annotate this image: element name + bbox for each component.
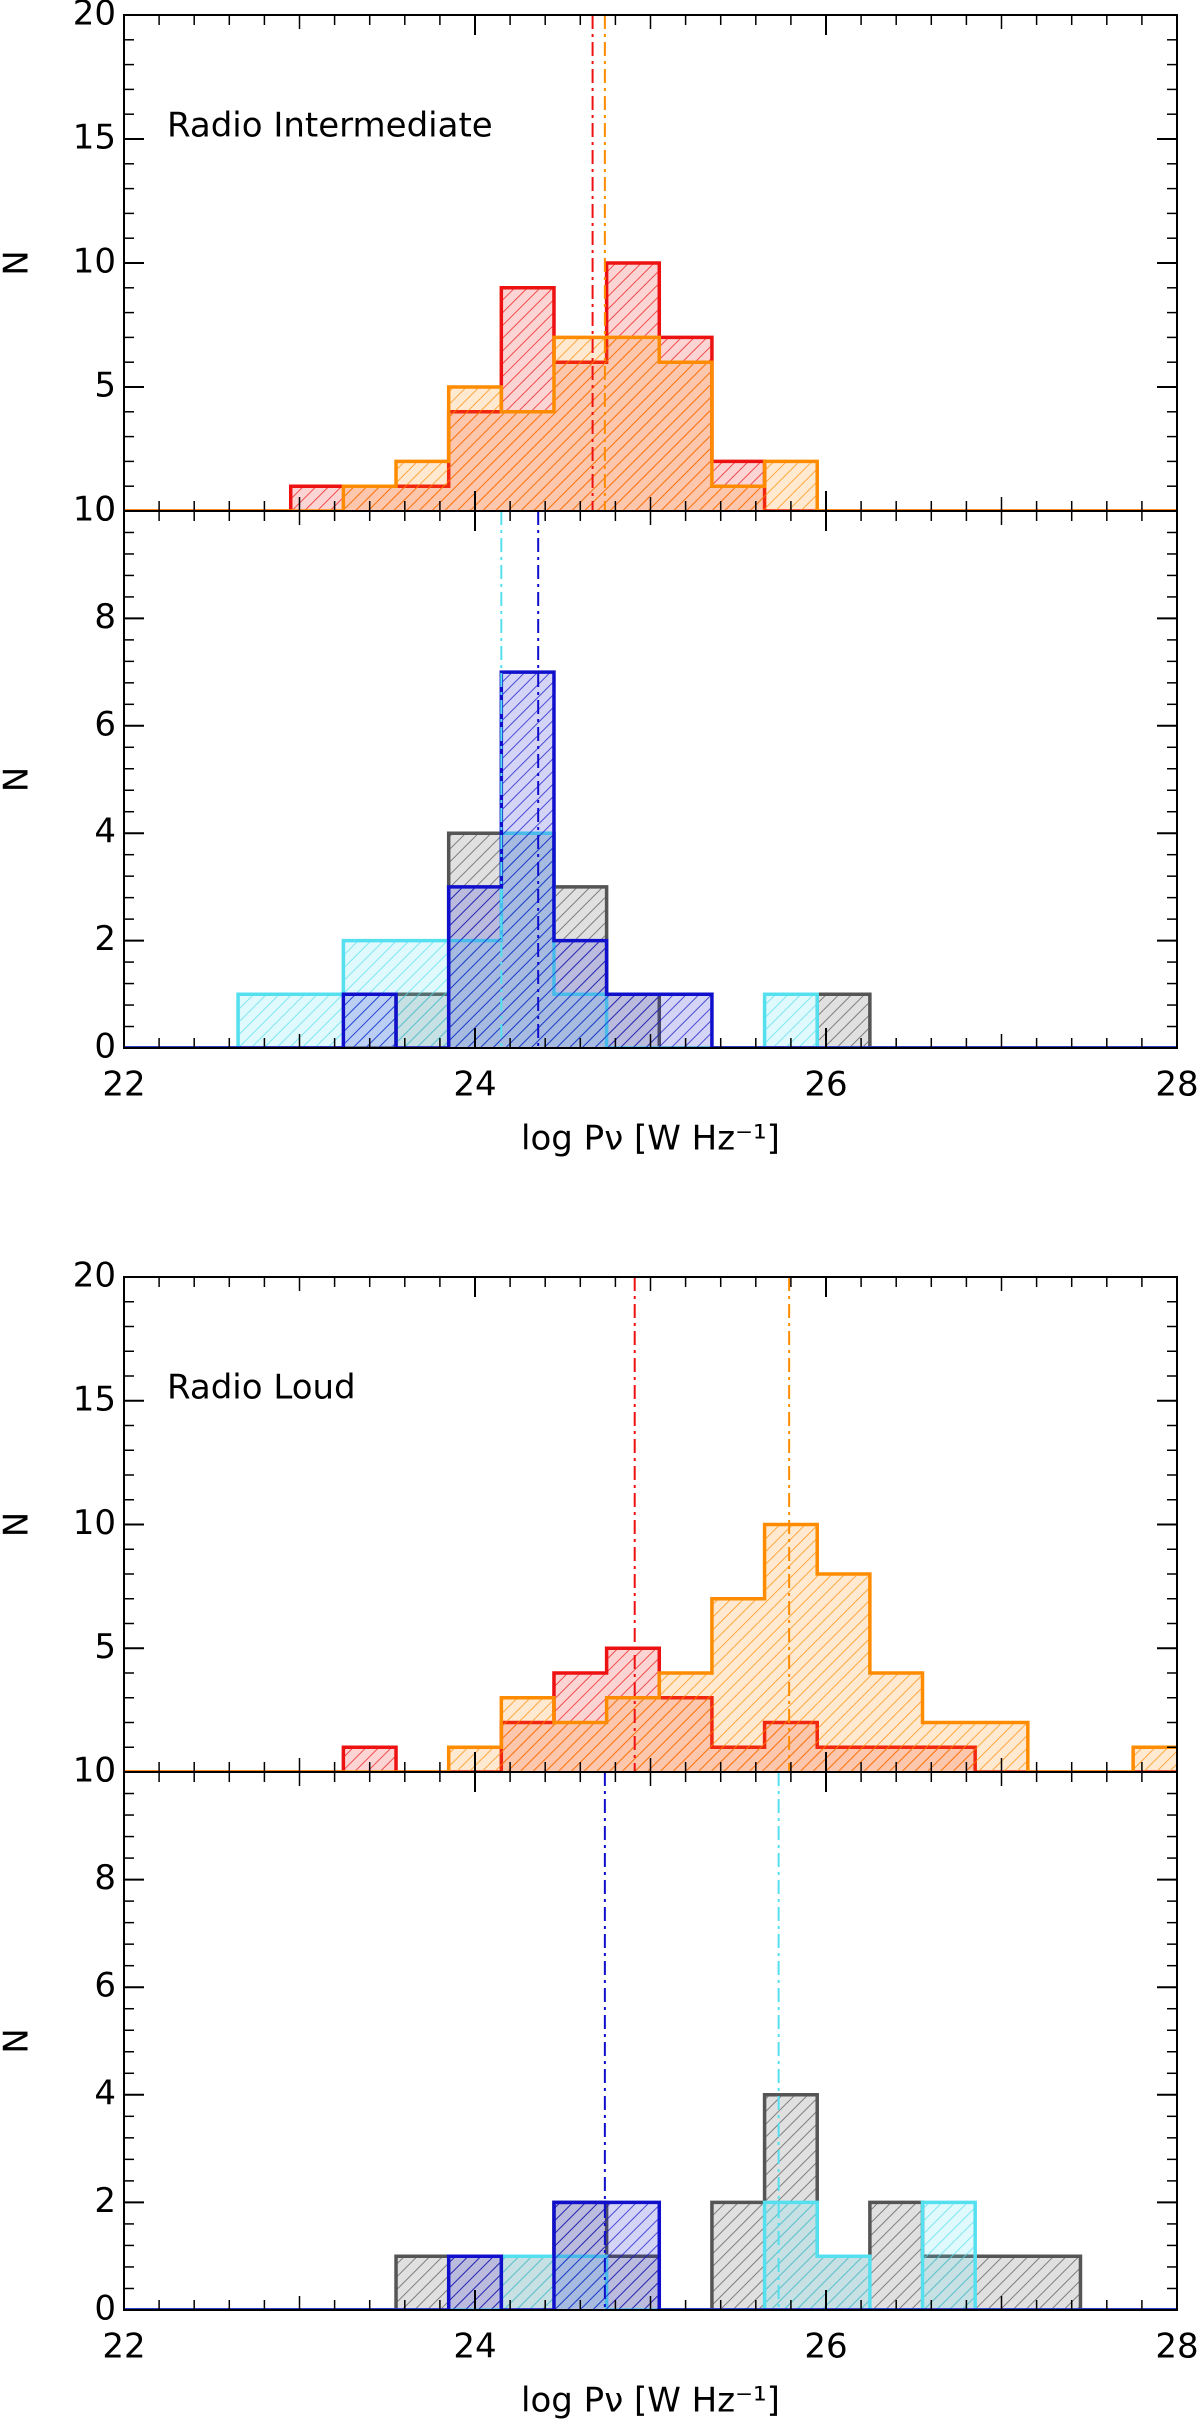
histogram-bar [396,461,449,511]
y-axis-label: N [0,250,37,275]
histogram-bar [606,1697,660,1772]
x-tick-label: 24 [453,1065,496,1105]
y-tick-label: 10 [73,1751,116,1791]
histogram-bar [711,1598,765,1772]
y-tick-label: 10 [73,490,116,530]
y-tick-label: 0 [94,490,116,530]
histogram-bar [817,1574,870,1772]
y-tick-label: 4 [94,2073,116,2113]
annotation: Radio Loud [167,1368,356,1408]
y-tick-label: 15 [73,1379,116,1419]
y-tick-label: 15 [73,118,116,158]
y-tick-label: 2 [94,2181,116,2221]
histogram-bar [290,994,344,1048]
y-tick-label: 0 [94,1027,116,1067]
frame [123,510,1178,1049]
y-tick-label: 4 [94,812,116,852]
y-tick-label: 10 [73,242,116,282]
histogram-outline [132,2200,1177,2310]
x-axis-label: log Pν [W Hz⁻¹] [521,2381,780,2421]
y-axis-label: N [0,2028,37,2053]
histogram-bar [501,411,554,511]
histogram-bar [553,2202,607,2310]
y-axis-label: N [0,767,37,792]
histogram-bar [659,362,712,511]
x-axis-label: log Pν [W Hz⁻¹] [521,1119,780,1159]
x-tick-label: 28 [1155,1065,1198,1105]
histogram-bar [659,1673,712,1772]
y-tick-label: 8 [94,597,116,637]
y-axis-label: N [0,1512,37,1537]
x-tick-label: 26 [804,1065,847,1105]
histogram-bar [606,2202,660,2310]
y-tick-label: 20 [73,0,116,34]
histogram-outline [132,261,1177,511]
histogram-bar [606,337,660,511]
histogram-bar [290,486,344,511]
histogram-bar [553,337,607,511]
x-tick-label: 24 [453,2327,496,2367]
plot-area [124,1522,1177,1772]
histogram-outline [132,1522,1177,1772]
histogram-bar [922,2202,976,2310]
histogram-outline [132,335,1177,511]
histogram-bar [922,1722,976,1772]
x-tick-label: 26 [804,2327,847,2367]
histogram-bar [764,2202,818,2310]
annotation: Radio Intermediate [167,106,493,146]
y-tick-label: 6 [94,704,116,744]
histogram-bar [396,2256,449,2310]
y-tick-label: 6 [94,1966,116,2006]
y-tick-label: 10 [73,1503,116,1543]
histogram-bar [1027,2256,1081,2310]
y-tick-label: 5 [94,1627,116,1667]
histogram-bar [869,1673,923,1772]
plot-area [124,670,1177,1048]
histogram-bar [501,672,554,1048]
plot-area [124,2093,1177,2310]
y-tick-label: 5 [94,366,116,406]
histogram-bar [396,940,449,1048]
histogram-bar [553,940,607,1048]
x-tick-label: 22 [102,2327,145,2367]
x-tick-label: 22 [102,1065,145,1105]
histogram-bar [764,1524,818,1772]
histogram-bar [606,994,660,1048]
histogram-bar [501,2256,554,2310]
y-tick-label: 2 [94,919,116,959]
histogram-bar [1133,1747,1177,1772]
histogram-outline [132,2200,1177,2310]
histogram-bar [869,2202,923,2310]
histogram-outline [132,670,1177,1048]
y-tick-label: 20 [73,1256,116,1296]
y-tick-label: 8 [94,1858,116,1898]
histogram-bar [448,387,502,511]
plot-area [124,261,1177,511]
histogram-bar [501,1697,554,1772]
histogram-bar [448,886,502,1048]
histogram-bar [711,486,765,511]
x-tick-label: 28 [1155,2327,1198,2367]
histogram-bar [711,2202,765,2310]
y-tick-label: 0 [94,2289,116,2329]
y-tick-label: 0 [94,1751,116,1791]
